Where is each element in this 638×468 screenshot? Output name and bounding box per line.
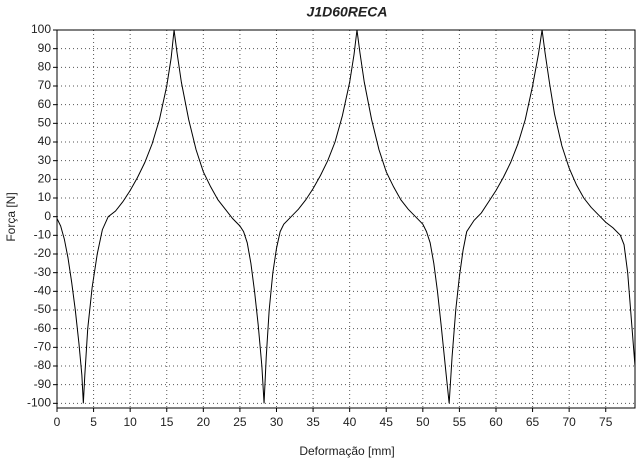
y-tick-label: -100 bbox=[27, 396, 51, 410]
x-tick-label: 65 bbox=[526, 415, 540, 429]
y-tick-label: 0 bbox=[44, 209, 51, 223]
x-tick-label: 20 bbox=[197, 415, 211, 429]
y-tick-label: 20 bbox=[38, 172, 52, 186]
x-tick-label: 30 bbox=[270, 415, 284, 429]
y-tick-label: 60 bbox=[38, 97, 52, 111]
x-tick-label: 15 bbox=[160, 415, 174, 429]
x-tick-label: 35 bbox=[306, 415, 320, 429]
y-tick-label: -80 bbox=[34, 358, 52, 372]
y-tick-label: 90 bbox=[38, 41, 52, 55]
y-tick-label: -30 bbox=[34, 265, 52, 279]
y-tick-label: -10 bbox=[34, 228, 52, 242]
y-tick-label: -50 bbox=[34, 302, 52, 316]
x-tick-label: 70 bbox=[562, 415, 576, 429]
plot-frame bbox=[56, 29, 636, 409]
y-tick-label: 80 bbox=[38, 60, 52, 74]
x-tick-label: 75 bbox=[599, 415, 613, 429]
y-tick-label: 70 bbox=[38, 78, 52, 92]
x-tick-label: 55 bbox=[453, 415, 467, 429]
y-tick-label: 50 bbox=[38, 116, 52, 130]
x-tick-label: 25 bbox=[233, 415, 247, 429]
y-tick-label: 40 bbox=[38, 134, 52, 148]
x-tick-label: 60 bbox=[489, 415, 503, 429]
y-tick-label: 100 bbox=[31, 22, 51, 36]
y-axis-label: Força [N] bbox=[4, 192, 18, 241]
x-tick-label: 5 bbox=[90, 415, 97, 429]
y-tick-label: 10 bbox=[38, 190, 52, 204]
y-tick-label: -60 bbox=[34, 321, 52, 335]
x-tick-label: 40 bbox=[343, 415, 357, 429]
data-line bbox=[56, 29, 636, 404]
x-tick-label: 50 bbox=[416, 415, 430, 429]
y-tick-label: -40 bbox=[34, 284, 52, 298]
x-tick-label: 0 bbox=[54, 415, 61, 429]
x-tick-label: 10 bbox=[123, 415, 137, 429]
y-tick-label: -20 bbox=[34, 246, 52, 260]
x-axis-label: Deformação [mm] bbox=[299, 444, 394, 458]
y-tick-label: 30 bbox=[38, 153, 52, 167]
y-tick-label: -70 bbox=[34, 340, 52, 354]
chart-title: J1D60RECA bbox=[307, 4, 388, 20]
x-tick-label: 45 bbox=[380, 415, 394, 429]
y-tick-label: -90 bbox=[34, 377, 52, 391]
